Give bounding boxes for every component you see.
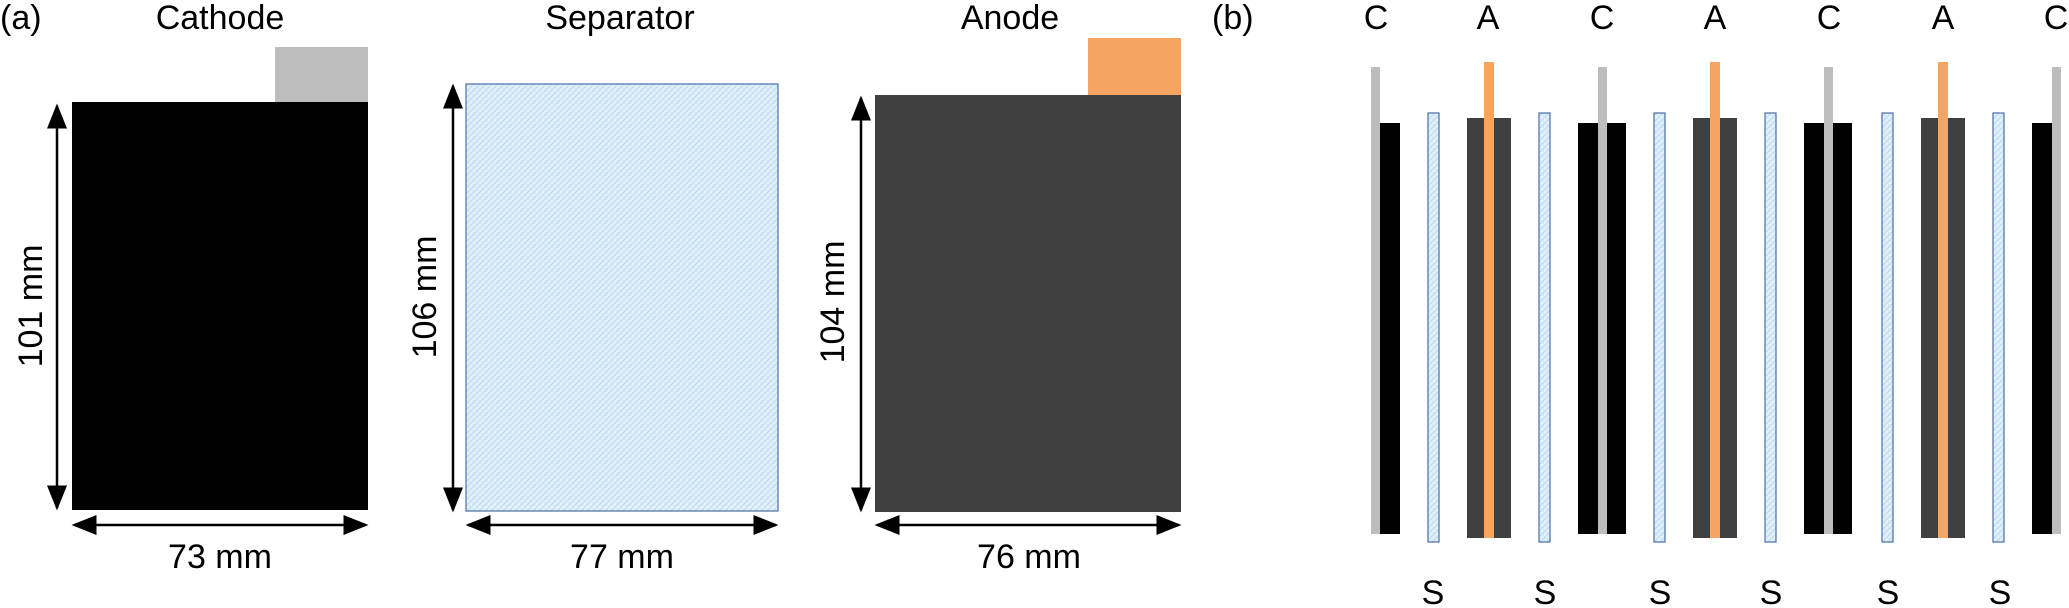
cathode-width-label: 73 mm bbox=[168, 538, 272, 576]
separator-sheet: Separator 106 mm 77 mm bbox=[406, 0, 779, 576]
stack-top-label: A bbox=[1932, 0, 1955, 37]
stack-separator bbox=[1881, 112, 1894, 543]
stack-cathode-current-collector bbox=[2052, 67, 2061, 534]
cathode-height-label: 101 mm bbox=[12, 245, 50, 368]
stack-bottom-label: S bbox=[1649, 574, 1672, 608]
anode-title: Anode bbox=[961, 0, 1059, 37]
cathode-sheet: Cathode 101 mm 73 mm bbox=[12, 0, 369, 576]
stack-separator bbox=[1764, 112, 1777, 543]
stack-anode-current-collector bbox=[1938, 62, 1948, 538]
anode-electrode bbox=[875, 95, 1181, 512]
stack-bottom-label: S bbox=[1760, 574, 1783, 608]
anode-sheet: Anode 104 mm 76 mm bbox=[814, 0, 1182, 576]
stack-separator bbox=[1538, 112, 1551, 543]
anode-tab bbox=[1088, 38, 1181, 95]
stack-bottom-label: S bbox=[1422, 574, 1445, 608]
stack-bottom-label: S bbox=[1534, 574, 1557, 608]
stack-cathode-current-collector bbox=[1824, 67, 1833, 534]
panel-b-label: (b) bbox=[1212, 0, 1254, 37]
stack-cathode-current-collector bbox=[1371, 67, 1380, 534]
stack-top-label: C bbox=[2044, 0, 2069, 37]
stack-cathode-coating bbox=[2032, 123, 2052, 534]
panel-a-label: (a) bbox=[0, 0, 42, 37]
stack-top-label: A bbox=[1477, 0, 1500, 37]
stack-top-label: C bbox=[1817, 0, 1842, 37]
electrode-stack: C A C A C A C bbox=[1364, 0, 2069, 608]
cathode-electrode bbox=[72, 102, 368, 510]
stack-anode-current-collector bbox=[1710, 62, 1720, 538]
stack-bottom-label: S bbox=[1989, 574, 2012, 608]
stack-separator bbox=[1653, 112, 1666, 543]
stack-cathode-coating bbox=[1380, 123, 1400, 534]
stack-separator bbox=[1992, 112, 2005, 543]
separator-height-label: 106 mm bbox=[406, 236, 444, 359]
stack-bottom-label: S bbox=[1877, 574, 1900, 608]
cathode-tab bbox=[275, 47, 368, 102]
stack-top-label: A bbox=[1704, 0, 1727, 37]
separator-title: Separator bbox=[545, 0, 694, 37]
stack-top-label: C bbox=[1364, 0, 1389, 37]
stack-cathode-current-collector bbox=[1598, 67, 1607, 534]
cathode-title: Cathode bbox=[156, 0, 285, 37]
stack-separator bbox=[1427, 112, 1440, 543]
stack-top-label: C bbox=[1590, 0, 1615, 37]
anode-width-label: 76 mm bbox=[977, 538, 1081, 576]
separator-membrane bbox=[465, 83, 779, 512]
stack-anode-current-collector bbox=[1484, 62, 1494, 538]
separator-width-label: 77 mm bbox=[570, 538, 674, 576]
anode-height-label: 104 mm bbox=[814, 241, 852, 364]
